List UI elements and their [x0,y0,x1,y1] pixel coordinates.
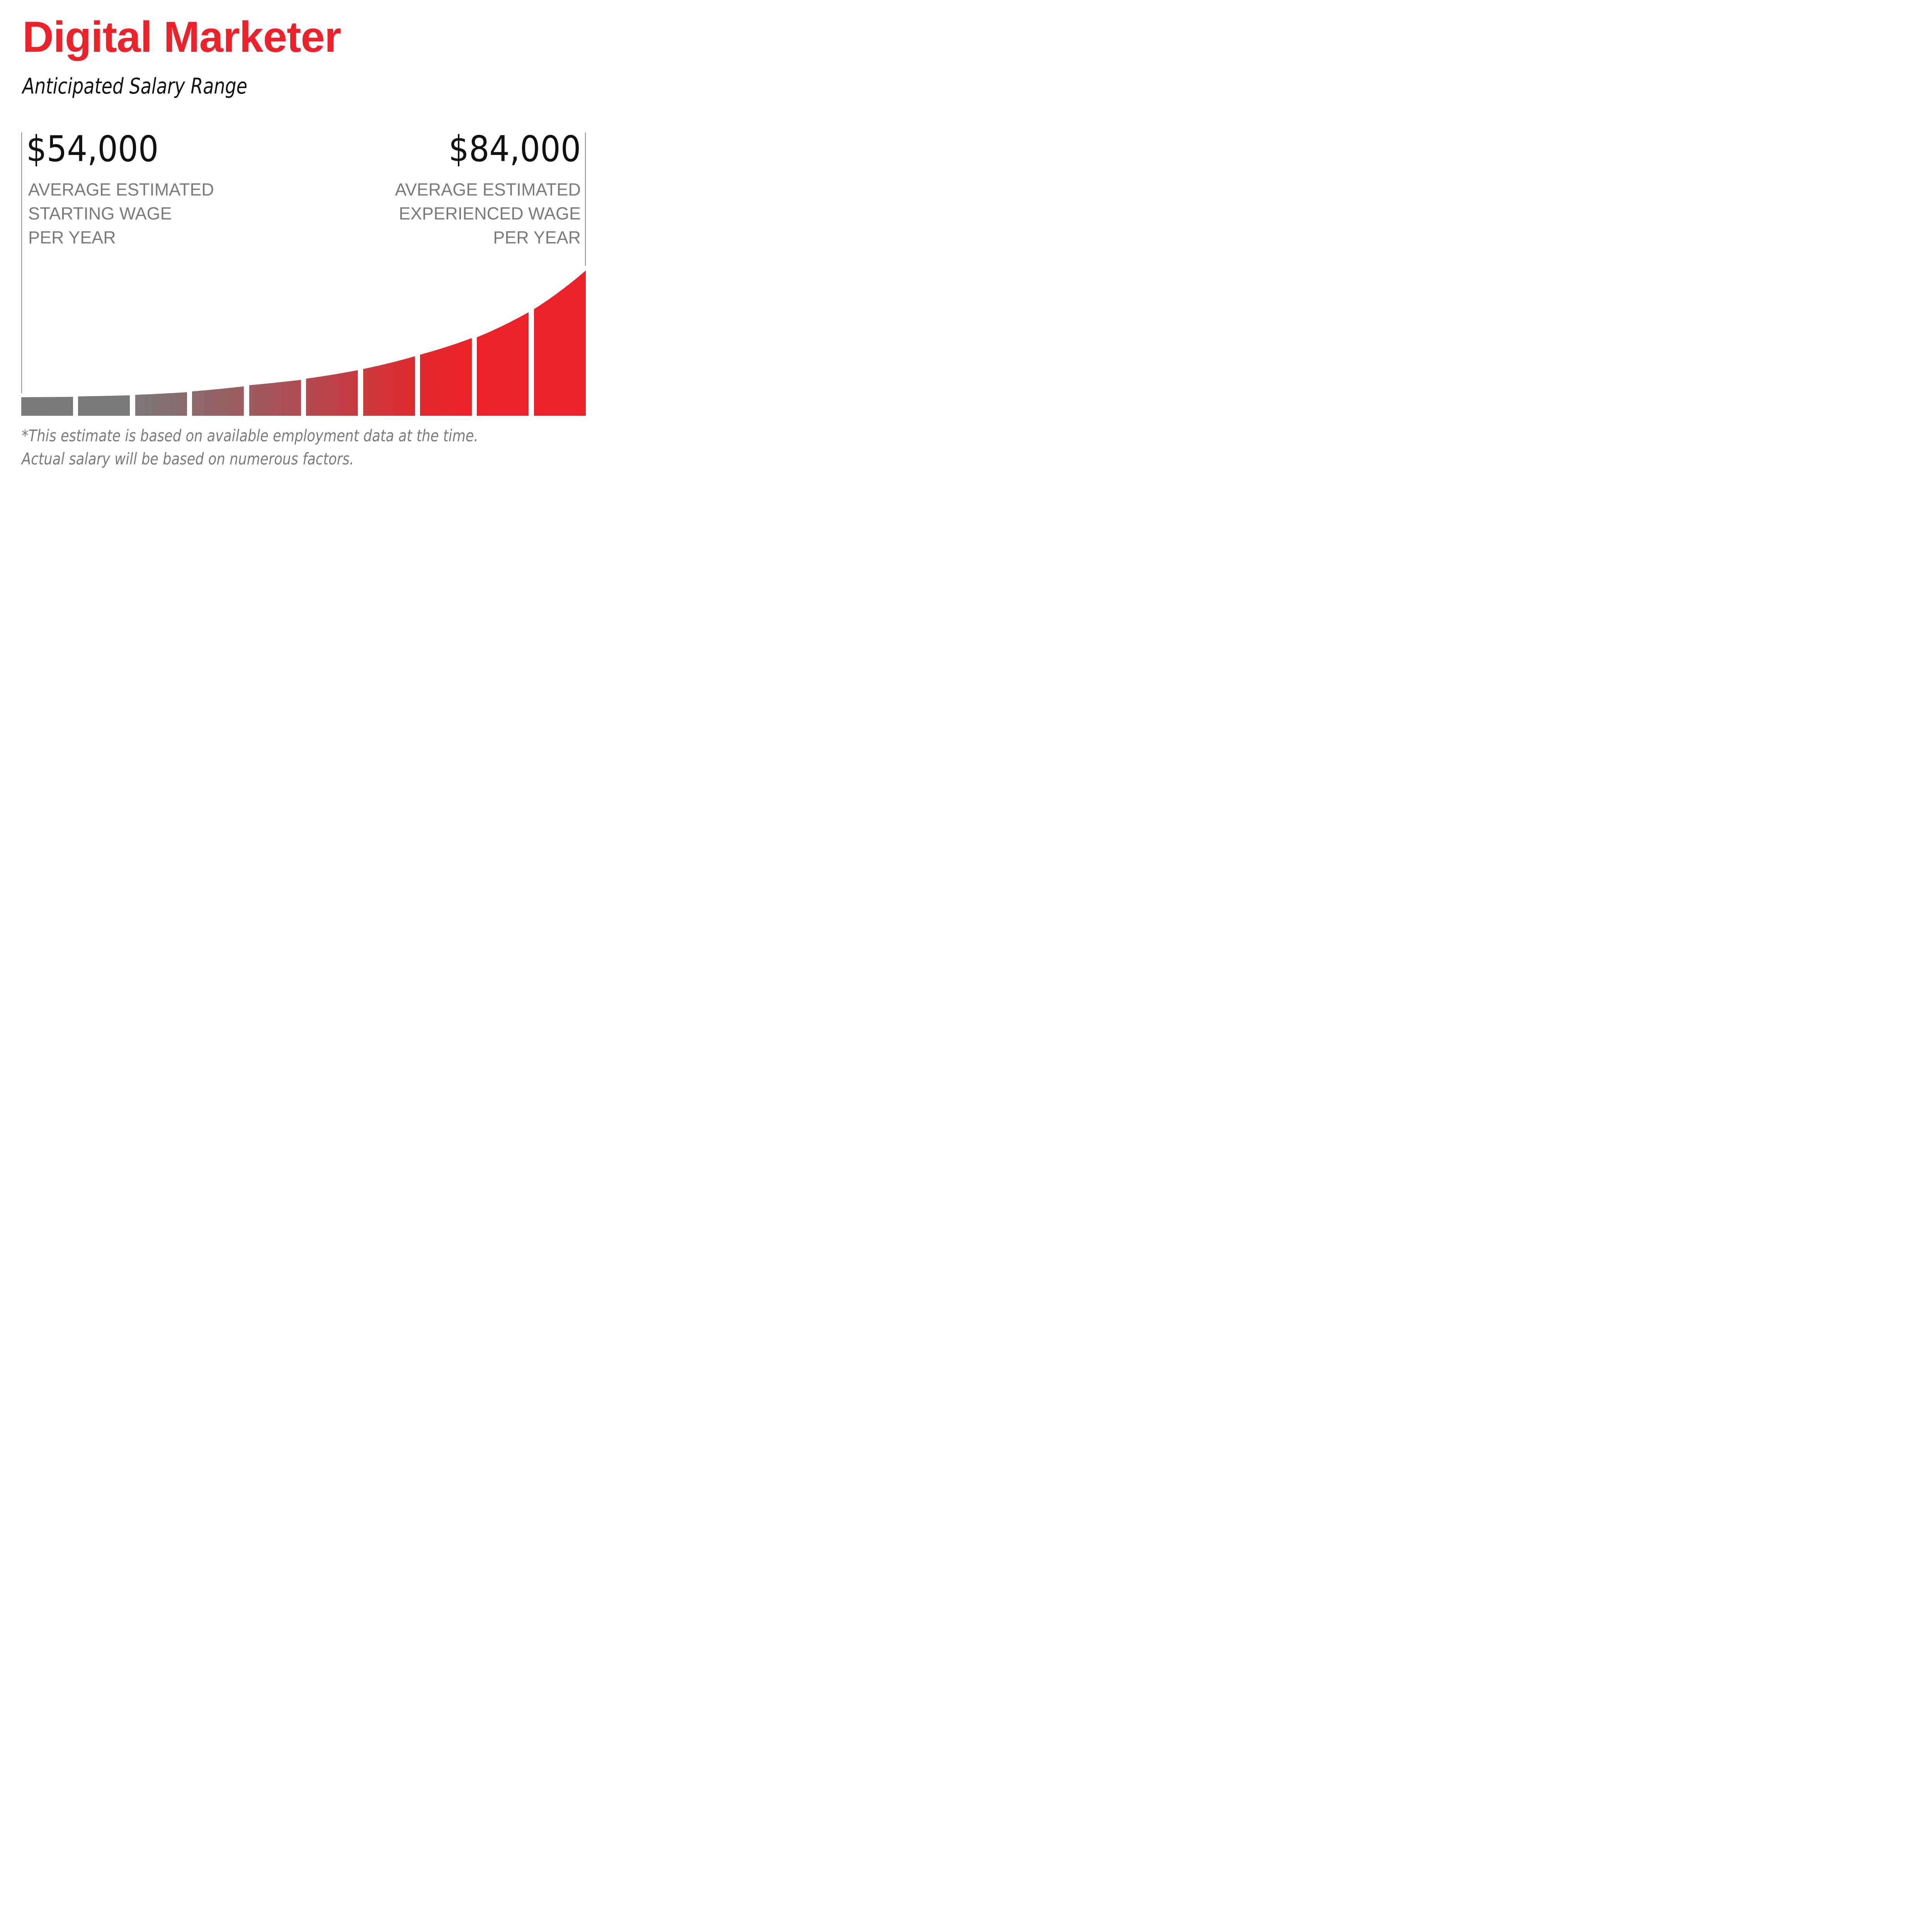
experienced-desc-line: PER YEAR [493,228,581,247]
footnote-line: Actual salary will be based on numerous … [22,449,354,468]
salary-bar [363,356,415,416]
salary-bars [21,270,586,416]
salary-bar [21,397,73,416]
starting-desc-line: STARTING WAGE [28,204,172,223]
starting-desc-line: PER YEAR [28,228,116,247]
experienced-desc-line: EXPERIENCED WAGE [399,204,581,223]
end-marker-line [585,133,586,266]
experienced-desc-line: AVERAGE ESTIMATED [395,180,581,199]
salary-bar [306,370,358,416]
page-title: Digital Marketer [22,13,341,61]
salary-bar [78,395,130,416]
salary-bar [192,386,244,416]
experienced-salary-amount: $84,000 [448,128,581,170]
salary-bar [477,312,529,416]
start-marker-line [21,133,22,393]
salary-growth-bar-chart [21,270,586,416]
experienced-salary-description: AVERAGE ESTIMATED EXPERIENCED WAGE PER Y… [395,178,581,250]
starting-desc-line: AVERAGE ESTIMATED [28,180,214,199]
starting-salary-description: AVERAGE ESTIMATED STARTING WAGE PER YEAR [28,178,214,250]
starting-salary-amount: $54,000 [26,128,159,170]
page-subtitle: Anticipated Salary Range [22,74,247,99]
salary-bar [249,380,301,416]
disclaimer-footnote: *This estimate is based on available emp… [22,424,478,471]
salary-bar [420,338,472,416]
salary-bar [135,392,187,416]
salary-bar [534,270,586,416]
footnote-line: *This estimate is based on available emp… [22,426,478,445]
